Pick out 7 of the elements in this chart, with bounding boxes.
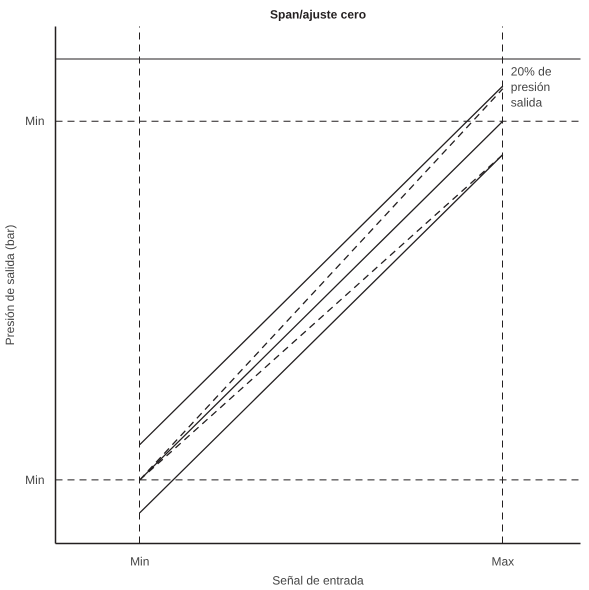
annotation: 20% de presión salida <box>510 64 552 110</box>
chart-title: Span/ajuste cero <box>270 8 366 22</box>
x-tick-label: Max <box>491 554 514 568</box>
ref-line-label: Min <box>25 114 45 128</box>
x-axis-title: Señal de entrada <box>272 574 364 588</box>
ref-line-label: Min <box>25 472 45 487</box>
y-axis-title: Presión de salida (bar) <box>3 224 18 346</box>
